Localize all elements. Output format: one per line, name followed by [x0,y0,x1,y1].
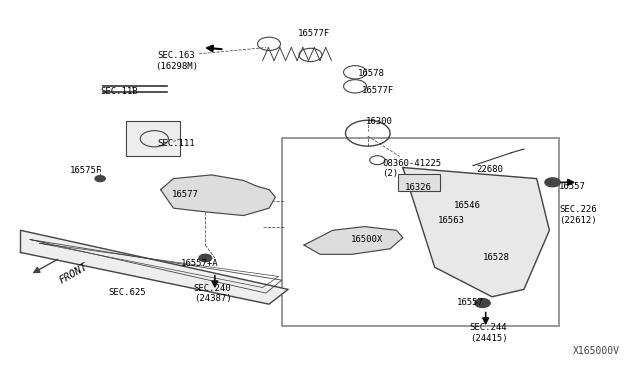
Text: FRONT: FRONT [58,262,90,286]
Text: 16563: 16563 [438,216,465,225]
Text: SEC.111: SEC.111 [157,139,195,148]
Circle shape [199,254,212,262]
Text: 16575F: 16575F [70,166,102,175]
Text: 16577F: 16577F [362,86,394,95]
Text: SEC.244
(24415): SEC.244 (24415) [470,323,508,343]
FancyBboxPatch shape [125,121,180,157]
Text: 16557+A: 16557+A [181,259,219,268]
Text: SEC.163
(16298M): SEC.163 (16298M) [155,51,198,71]
Text: 16546: 16546 [454,201,481,210]
Text: 16578: 16578 [358,68,385,78]
Text: 16577F: 16577F [298,29,330,38]
Polygon shape [304,227,403,254]
Circle shape [545,178,560,187]
Text: 16557: 16557 [457,298,484,307]
Polygon shape [403,167,549,297]
Polygon shape [20,230,288,304]
Text: 08360-41225
(2): 08360-41225 (2) [383,159,442,178]
Circle shape [475,299,490,308]
Text: 16300: 16300 [366,116,393,126]
Text: 22680: 22680 [476,164,503,174]
Text: SEC.11B: SEC.11B [100,87,138,96]
Text: SEC.625: SEC.625 [108,288,146,296]
Text: 16577: 16577 [172,190,199,199]
Text: SEC.226
(22612): SEC.226 (22612) [559,205,596,225]
Text: 16557: 16557 [559,182,586,191]
Text: SEC.240
(24387): SEC.240 (24387) [194,284,232,303]
Text: 16326: 16326 [404,183,431,192]
Text: 16528: 16528 [483,253,509,262]
Polygon shape [161,175,275,215]
Text: 16500X: 16500X [351,235,383,244]
Circle shape [95,176,105,182]
Text: X165000V: X165000V [573,346,620,356]
FancyBboxPatch shape [397,174,440,191]
